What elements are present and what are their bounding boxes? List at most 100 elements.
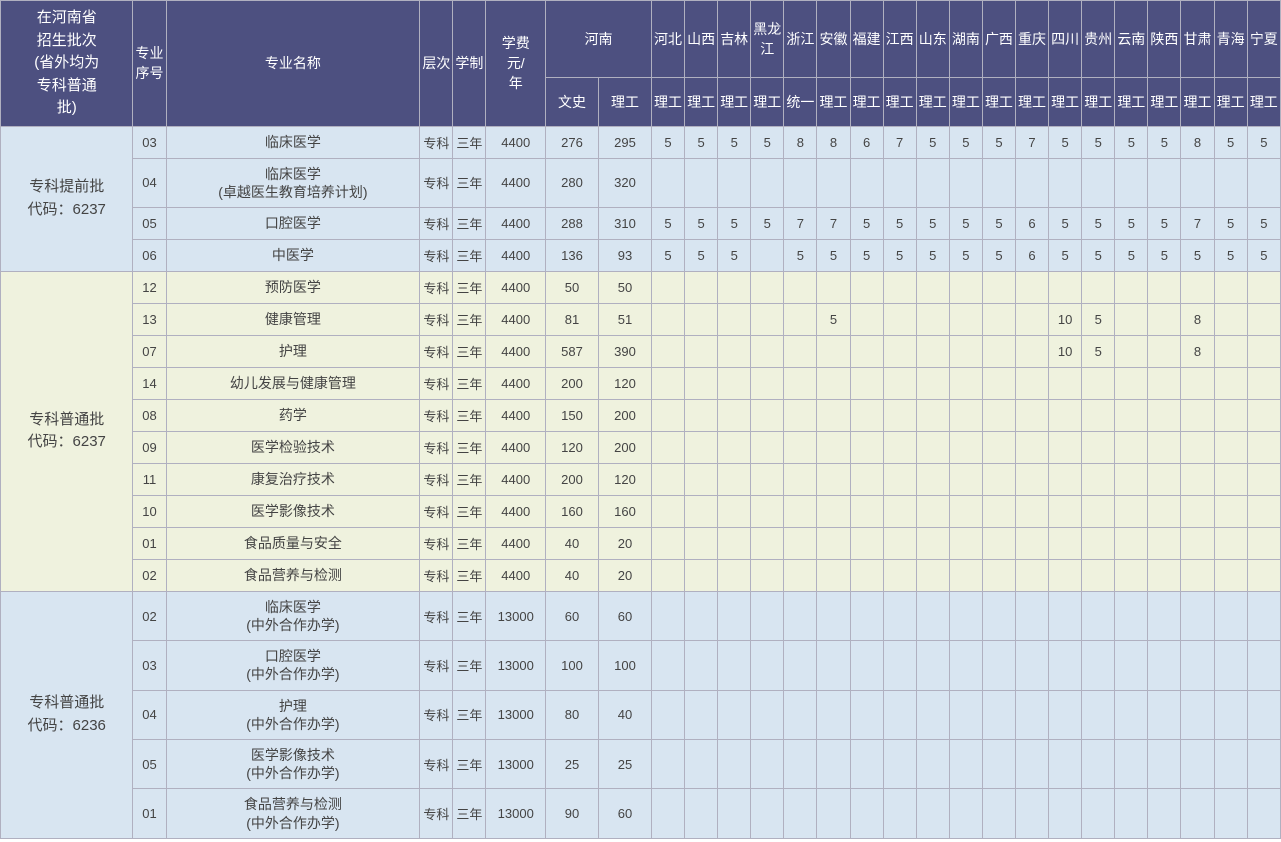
cell-province: 10 [1049,303,1082,335]
cell-province: 5 [916,207,949,239]
cell-province: 5 [1082,207,1115,239]
cell-fee: 13000 [486,789,546,838]
cell-province: 5 [1148,207,1181,239]
cell-province [718,271,751,303]
header-province: 河北 [651,1,684,78]
cell-duration: 三年 [453,740,486,789]
cell-province [1015,527,1048,559]
cell-seq: 01 [133,789,166,838]
cell-province [916,335,949,367]
cell-province [1247,463,1280,495]
cell-province [817,641,850,690]
cell-province [685,303,718,335]
cell-province [784,158,817,207]
cell-level: 专科 [420,527,453,559]
cell-province: 5 [949,126,982,158]
cell-province [916,740,949,789]
header-seq: 专业序号 [133,1,166,127]
cell-duration: 三年 [453,591,486,640]
cell-province [1049,641,1082,690]
cell-province [1115,495,1148,527]
cell-duration: 三年 [453,399,486,431]
cell-province [685,495,718,527]
cell-province [651,158,684,207]
cell-province: 5 [1082,303,1115,335]
cell-seq: 06 [133,239,166,271]
cell-henan-wen: 100 [546,641,599,690]
cell-province [1115,431,1148,463]
cell-province [817,690,850,739]
cell-province [949,559,982,591]
cell-province: 6 [1015,239,1048,271]
cell-henan-wen: 280 [546,158,599,207]
cell-province [949,367,982,399]
cell-level: 专科 [420,126,453,158]
cell-province: 8 [784,126,817,158]
cell-province [1049,740,1082,789]
header-province-sub: 理工 [949,78,982,126]
header-province-sub: 理工 [1049,78,1082,126]
cell-seq: 05 [133,207,166,239]
cell-province: 5 [1082,239,1115,271]
cell-province [949,740,982,789]
cell-province [1214,335,1247,367]
header-province: 重庆 [1015,1,1048,78]
cell-province [916,527,949,559]
cell-province [916,463,949,495]
cell-province: 5 [982,207,1015,239]
cell-level: 专科 [420,740,453,789]
cell-province [751,559,784,591]
table-row: 02食品营养与检测专科三年44004020 [1,559,1281,591]
header-province: 安徽 [817,1,850,78]
cell-province [1148,367,1181,399]
cell-henan-li: 20 [599,527,652,559]
header-province-sub: 理工 [916,78,949,126]
cell-province [1247,495,1280,527]
table-row: 11康复治疗技术专科三年4400200120 [1,463,1281,495]
cell-province [982,591,1015,640]
cell-fee: 4400 [486,495,546,527]
table-row: 专科提前批代码：623703临床医学专科三年440027629555558867… [1,126,1281,158]
cell-province [1115,271,1148,303]
cell-duration: 三年 [453,126,486,158]
cell-henan-wen: 81 [546,303,599,335]
header-fee: 学费元/年 [486,1,546,127]
header-province-sub: 理工 [685,78,718,126]
cell-province [1082,463,1115,495]
cell-province [1049,367,1082,399]
cell-duration: 三年 [453,495,486,527]
header-province: 吉林 [718,1,751,78]
header-province: 陕西 [1148,1,1181,78]
cell-province [1214,641,1247,690]
cell-province [850,158,883,207]
cell-province [1115,367,1148,399]
cell-province [1049,158,1082,207]
cell-province [817,591,850,640]
cell-seq: 04 [133,158,166,207]
table-row: 10医学影像技术专科三年4400160160 [1,495,1281,527]
cell-province [1049,527,1082,559]
cell-province [949,399,982,431]
cell-major: 药学 [166,399,420,431]
cell-province [916,158,949,207]
header-province-sub: 理工 [883,78,916,126]
cell-province: 5 [982,126,1015,158]
cell-henan-li: 200 [599,399,652,431]
cell-province [982,335,1015,367]
cell-level: 专科 [420,399,453,431]
cell-province [850,495,883,527]
table-row: 04护理(中外合作办学)专科三年130008040 [1,690,1281,739]
header-province: 山西 [685,1,718,78]
cell-province [718,303,751,335]
cell-major: 临床医学(中外合作办学) [166,591,420,640]
cell-province [916,367,949,399]
cell-duration: 三年 [453,158,486,207]
cell-province [718,690,751,739]
cell-province [685,591,718,640]
cell-province [1015,399,1048,431]
cell-province [718,495,751,527]
header-province: 青海 [1214,1,1247,78]
cell-province [883,559,916,591]
cell-province [1214,367,1247,399]
cell-province [784,591,817,640]
